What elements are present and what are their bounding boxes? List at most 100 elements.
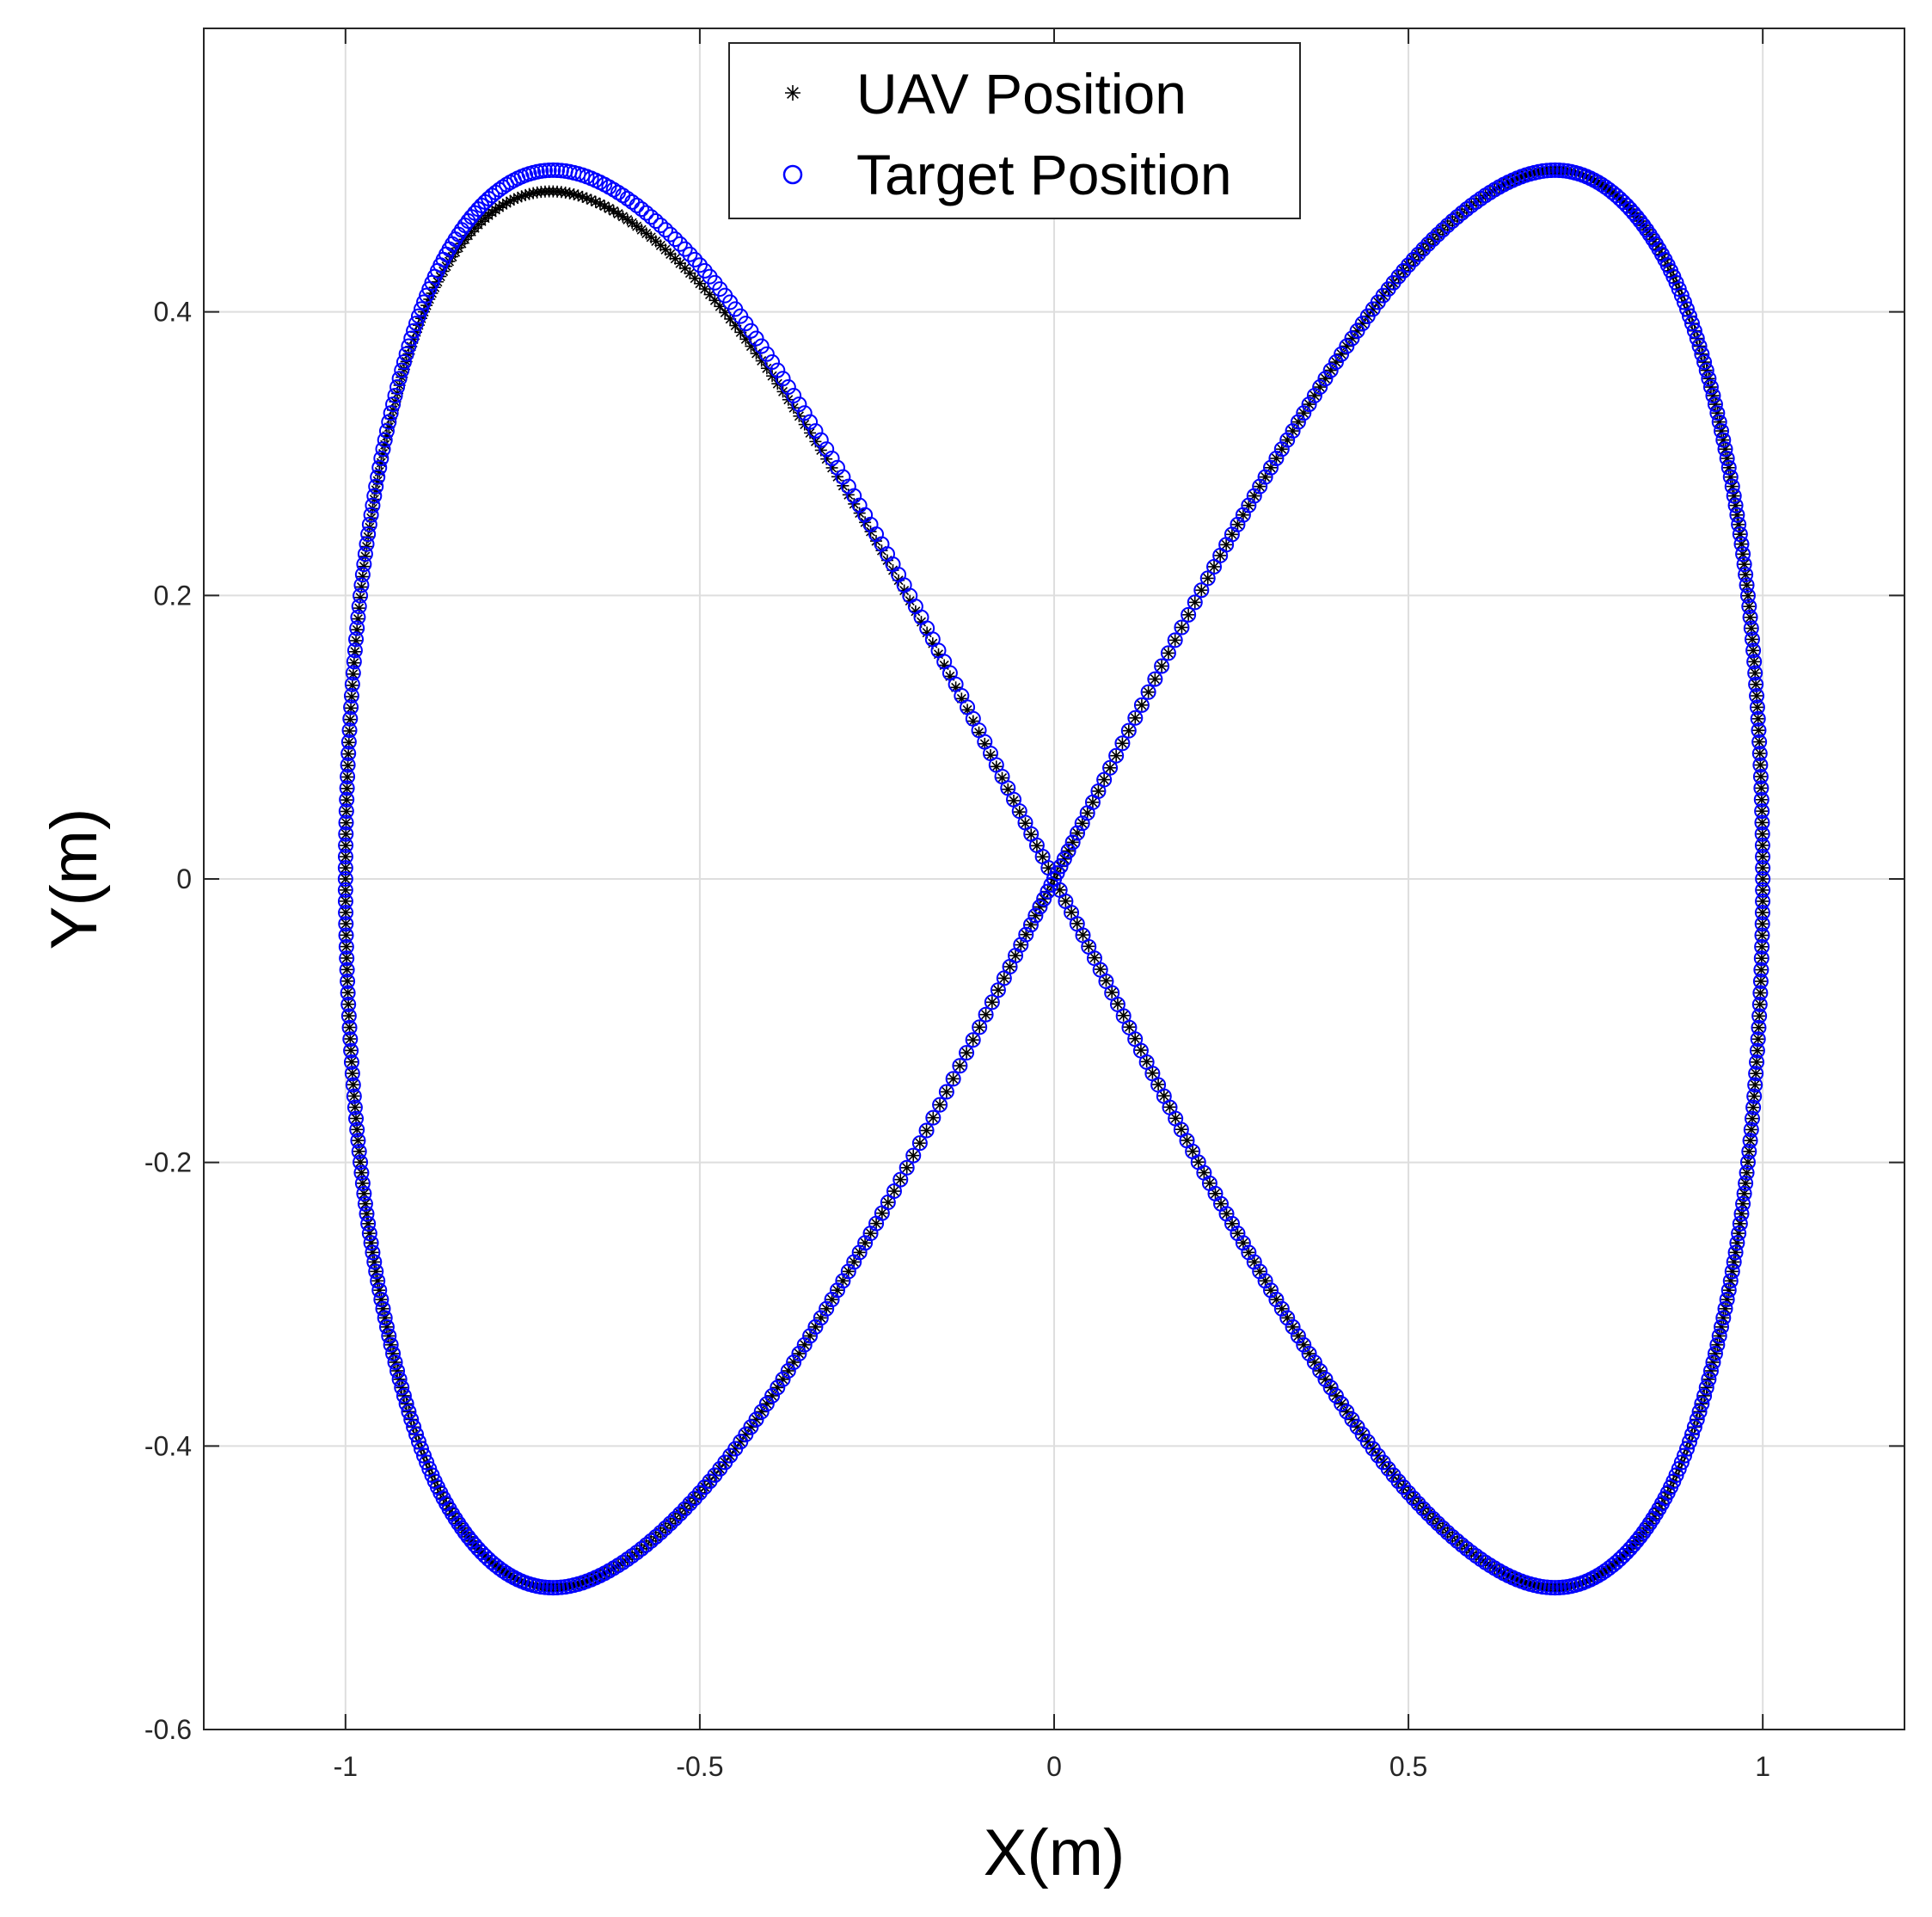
- target-point: [1420, 236, 1437, 252]
- target-point: [396, 354, 412, 371]
- uav-point: [1719, 1302, 1732, 1315]
- target-point: [1027, 907, 1044, 924]
- target-point: [1696, 354, 1713, 371]
- target-point: [1752, 985, 1769, 1001]
- uav-point: [1175, 621, 1188, 634]
- uav-point: [900, 1161, 913, 1174]
- uav-point: [1214, 549, 1227, 562]
- target-point: [1749, 688, 1765, 704]
- target-point: [340, 734, 357, 750]
- target-point: [1701, 371, 1717, 387]
- target-point: [1751, 734, 1768, 750]
- target-point: [965, 1032, 981, 1048]
- target-point: [1676, 1447, 1692, 1464]
- target-point: [1709, 405, 1726, 421]
- target-point: [925, 1109, 941, 1126]
- target-point: [780, 1362, 796, 1379]
- target-point: [1458, 1540, 1475, 1557]
- target-point: [1444, 1528, 1461, 1545]
- uav-point: [1059, 894, 1072, 907]
- target-point: [337, 871, 353, 887]
- target-point: [1454, 205, 1470, 221]
- target-point: [381, 414, 397, 430]
- uav-point: [366, 1246, 379, 1259]
- target-point: [1547, 162, 1563, 178]
- target-point: [338, 916, 354, 932]
- uav-point: [1708, 1347, 1721, 1360]
- target-point: [1339, 1404, 1355, 1420]
- uav-point: [1220, 1207, 1233, 1220]
- uav-point: [1711, 1338, 1724, 1351]
- uav-point: [1156, 660, 1168, 673]
- target-point: [1454, 1537, 1470, 1553]
- target-point: [667, 231, 684, 248]
- target-point: [401, 1404, 417, 1420]
- legend-uav-marker: [785, 85, 800, 101]
- target-point: [1114, 735, 1131, 752]
- target-point: [398, 1396, 414, 1412]
- target-point: [932, 1097, 948, 1113]
- target-point: [389, 379, 406, 396]
- target-point: [1711, 414, 1727, 430]
- uav-point: [1152, 1078, 1165, 1091]
- target-point: [899, 1159, 915, 1176]
- target-point: [1064, 834, 1081, 851]
- target-point: [1753, 950, 1769, 967]
- target-point: [353, 587, 369, 604]
- target-point: [1539, 163, 1555, 179]
- uav-point: [1711, 407, 1724, 420]
- target-point: [647, 1528, 664, 1545]
- target-point: [1279, 432, 1296, 448]
- target-point: [549, 162, 566, 178]
- target-point: [657, 1520, 673, 1536]
- target-point: [1679, 301, 1696, 317]
- target-point: [696, 262, 713, 279]
- target-point: [653, 218, 669, 234]
- target-point: [1751, 1019, 1767, 1035]
- target-point: [824, 450, 840, 466]
- target-point: [413, 301, 429, 317]
- target-point: [377, 432, 393, 448]
- uav-point: [1756, 929, 1769, 942]
- uav-point: [1195, 584, 1208, 597]
- target-point: [339, 780, 355, 796]
- target-point: [1753, 962, 1769, 978]
- target-point: [1181, 606, 1197, 623]
- target-point: [363, 1235, 379, 1251]
- uav-point: [1135, 698, 1148, 711]
- target-point: [347, 1099, 363, 1115]
- target-point: [1435, 222, 1451, 238]
- uav-point: [1203, 1177, 1216, 1189]
- target-point: [959, 1045, 975, 1061]
- target-point: [1694, 1396, 1710, 1412]
- uav-point: [1729, 1246, 1742, 1259]
- target-point: [1724, 478, 1740, 495]
- target-point: [1754, 916, 1770, 932]
- uav-point: [1192, 1156, 1205, 1169]
- target-point: [1328, 1387, 1344, 1404]
- target-point: [398, 346, 414, 362]
- target-point: [1731, 1226, 1747, 1242]
- uav-point: [1094, 963, 1107, 976]
- target-point: [1735, 546, 1751, 562]
- target-point: [349, 620, 365, 636]
- target-point: [545, 162, 561, 178]
- target-point: [1684, 1426, 1700, 1442]
- target-point: [677, 241, 693, 257]
- target-point: [342, 710, 359, 727]
- target-point: [541, 1580, 557, 1596]
- target-point: [1273, 441, 1290, 458]
- x-tick-label: 0.5: [1389, 1751, 1427, 1782]
- legend-box: [728, 42, 1301, 219]
- target-point: [340, 768, 356, 784]
- legend[interactable]: UAV Position Target Position: [728, 42, 1301, 219]
- uav-point: [371, 1275, 384, 1287]
- target-point: [647, 213, 664, 230]
- target-point: [343, 1042, 359, 1059]
- uav-point: [798, 418, 811, 431]
- uav-point: [1092, 784, 1105, 797]
- target-point: [807, 423, 824, 439]
- target-point: [1290, 1328, 1306, 1344]
- target-point: [1726, 488, 1742, 504]
- uav-point: [1081, 807, 1094, 820]
